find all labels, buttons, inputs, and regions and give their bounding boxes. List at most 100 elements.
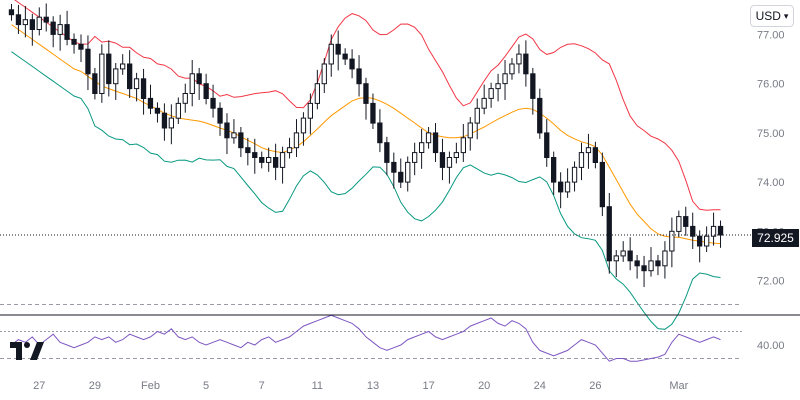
candle-body xyxy=(419,142,425,153)
candle xyxy=(488,82,494,108)
candle xyxy=(273,143,279,181)
candle-body xyxy=(453,152,460,159)
candle-body xyxy=(474,107,480,124)
candle-body xyxy=(384,142,390,163)
candle-body xyxy=(405,161,411,183)
candle-body xyxy=(217,107,223,124)
candle xyxy=(217,102,223,136)
candle-body xyxy=(377,122,383,144)
candle xyxy=(29,13,36,46)
candle xyxy=(307,93,314,135)
candle-body xyxy=(127,63,133,90)
candle xyxy=(669,217,675,268)
candle xyxy=(259,151,265,169)
candle xyxy=(370,93,376,129)
candle-body xyxy=(641,265,647,272)
candle xyxy=(99,44,105,103)
candle-body xyxy=(683,216,689,227)
candle xyxy=(92,67,98,100)
candle-body xyxy=(342,53,348,60)
candle-body xyxy=(697,235,703,247)
candle xyxy=(710,212,717,246)
candle xyxy=(613,250,619,278)
candle-body xyxy=(495,83,501,90)
upper-band-line xyxy=(14,0,721,211)
candle xyxy=(530,67,536,115)
candle-body xyxy=(36,16,42,31)
y-tick-label: 77.00 xyxy=(757,30,785,42)
candle xyxy=(182,83,188,113)
candle-body xyxy=(279,152,286,168)
candle xyxy=(551,151,557,195)
candle xyxy=(697,230,703,263)
rsi-line xyxy=(11,314,721,362)
candle-body xyxy=(509,63,515,75)
candle xyxy=(50,16,56,48)
candle-body xyxy=(391,161,397,173)
candle-body xyxy=(669,230,675,252)
candle xyxy=(585,133,592,169)
candle xyxy=(537,88,543,139)
candle xyxy=(467,117,473,151)
chevron-down-icon: ▾ xyxy=(783,10,789,21)
candle-body xyxy=(717,225,724,236)
candle-body xyxy=(92,73,98,95)
candle xyxy=(300,112,307,146)
candle xyxy=(335,30,341,71)
candle-body xyxy=(15,14,22,26)
candle-body xyxy=(398,171,404,183)
candle-body xyxy=(439,152,446,168)
candle-body xyxy=(662,250,668,267)
candle xyxy=(432,123,439,162)
y-tick-label: 75.00 xyxy=(757,128,785,140)
candle-body xyxy=(592,147,599,163)
candle-body xyxy=(293,132,300,149)
candle xyxy=(592,141,599,169)
candle xyxy=(175,97,181,125)
candle xyxy=(419,128,425,169)
candle xyxy=(64,10,70,46)
candle xyxy=(168,104,174,145)
currency-selector-button[interactable]: USD ▾ xyxy=(750,5,794,27)
candle xyxy=(571,161,578,192)
candle xyxy=(377,109,383,153)
candle xyxy=(57,14,63,51)
tradingview-logo-icon xyxy=(10,342,44,360)
candle xyxy=(266,147,272,172)
candle-body xyxy=(634,260,640,267)
lower-band-line xyxy=(11,51,721,330)
candle-body xyxy=(57,24,63,35)
candle-body xyxy=(203,83,209,99)
candle-body xyxy=(78,43,84,50)
x-tick-label: Feb xyxy=(141,380,160,392)
candle-body xyxy=(252,152,258,159)
candle-body xyxy=(113,68,119,85)
candle-body xyxy=(544,132,550,158)
candle xyxy=(509,58,515,80)
x-tick-label: Mar xyxy=(669,380,688,392)
candle xyxy=(342,48,348,65)
candle-body xyxy=(140,78,147,100)
candle xyxy=(78,34,84,63)
candle-body xyxy=(8,9,15,16)
candle xyxy=(133,72,140,102)
candle-body xyxy=(599,161,606,208)
candle-body xyxy=(85,48,91,75)
candle xyxy=(203,73,209,105)
candle xyxy=(106,40,112,97)
candle xyxy=(558,172,564,209)
candle xyxy=(634,254,640,279)
candle-body xyxy=(99,53,105,94)
candle xyxy=(405,156,411,192)
candle-body xyxy=(307,102,314,119)
candle xyxy=(8,3,15,21)
candle xyxy=(224,113,230,155)
candle-body xyxy=(564,181,571,193)
candle-body xyxy=(432,132,439,154)
candle-body xyxy=(446,157,453,168)
candle xyxy=(648,247,654,277)
candle-body xyxy=(300,117,307,134)
candle-body xyxy=(231,132,237,139)
candle xyxy=(22,5,29,38)
